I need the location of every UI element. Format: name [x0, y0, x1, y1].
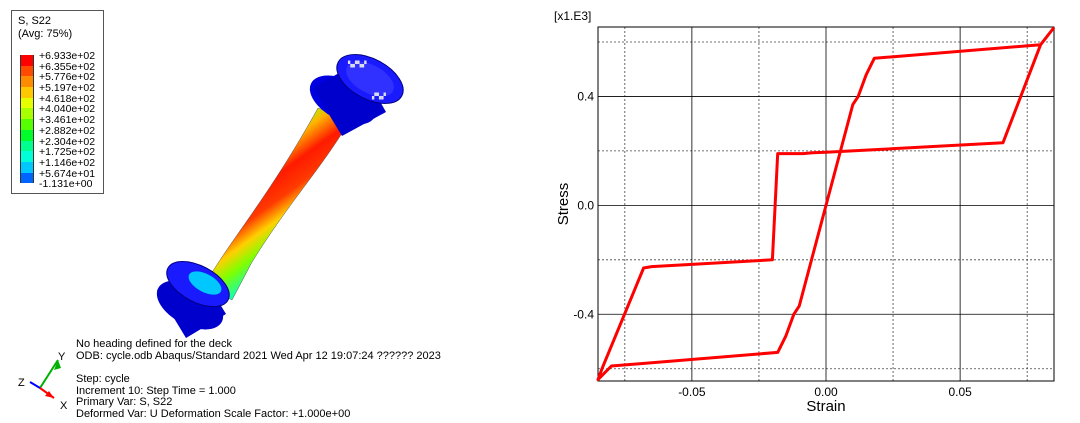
x-tick-label: -0.05	[678, 385, 706, 399]
y-axis-label: Stress	[555, 183, 572, 226]
triad-x-label: X	[60, 400, 68, 412]
y-tick-label: 0.0	[577, 198, 594, 212]
y-tick-label: -0.4	[573, 307, 594, 321]
legend-swatch	[20, 140, 34, 152]
stress-strain-panel: -0.05 0.00 0.05 -0.4 0.0 0.4 [x1.E3] Strain S…	[540, 0, 1080, 423]
contour-legend: S, S22 (Avg: 75%) +6.933e+02 +6.355e+02 +5…	[11, 10, 104, 194]
svg-text:▚▞▚▞: ▚▞▚▞	[347, 59, 367, 68]
legend-values: +6.933e+02 +6.355e+02 +5.776e+02 +5.197e+02…	[39, 51, 95, 190]
legend-swatch	[20, 87, 34, 98]
deformed-var-text: Deformed Var: U Deformation Scale Factor…	[76, 408, 351, 420]
legend-swatch	[20, 65, 34, 77]
specimen-model: ▚▞▚▞ ▞▚▞	[29, 54, 404, 399]
contour-plot-panel: ▚▞▚▞ ▞▚▞ S, S22 (Avg: 75%) +6.933e+02 +6.…	[11, 10, 441, 420]
specimen-neck	[203, 107, 351, 301]
tick-labels: -0.05 0.00 0.05 -0.4 0.0 0.4	[573, 89, 972, 399]
legend-value: +3.461e+02	[39, 114, 96, 127]
stress-strain-chart: -0.05 0.00 0.05 -0.4 0.0 0.4 [x1.E3] Strain S…	[554, 9, 1056, 415]
primary-var-text: Primary Var: S, S22	[76, 396, 173, 408]
legend-value: +5.197e+02	[39, 82, 96, 95]
legend-value: +6.933e+02	[39, 50, 96, 62]
legend-value: +5.776e+02	[39, 71, 96, 84]
x-tick-label: 0.05	[948, 385, 972, 399]
multiplier-label: [x1.E3]	[554, 9, 591, 23]
bottom-grip	[156, 260, 230, 338]
triad-z-label: Z	[18, 377, 25, 389]
grid	[598, 27, 1054, 381]
legend-value: +4.618e+02	[39, 92, 96, 105]
legend-swatch	[20, 97, 34, 109]
heading-text: No heading defined for the deck	[76, 338, 232, 350]
plot-frame	[597, 26, 1055, 382]
axis-triad	[29, 359, 61, 399]
x-axis-label: Strain	[806, 398, 845, 415]
legend-swatch	[20, 129, 34, 141]
odb-text: ODB: cycle.odb Abaqus/Standard 2021 Wed …	[76, 350, 441, 362]
y-tick-label: 0.4	[577, 89, 594, 103]
legend-swatch	[20, 55, 34, 66]
legend-value: +1.725e+02	[39, 146, 96, 159]
legend-swatch	[20, 108, 34, 120]
legend-value: +2.882e+02	[39, 124, 96, 137]
hysteresis-loop-line	[596, 26, 1056, 382]
step-text: Step: cycle	[76, 373, 130, 385]
legend-swatch	[20, 172, 34, 184]
legend-swatch	[20, 76, 34, 88]
legend-swatch	[20, 161, 34, 173]
top-grip: ▚▞▚▞ ▞▚▞	[309, 54, 404, 136]
legend-subtitle: (Avg: 75%)	[18, 28, 73, 40]
increment-text: Increment 10: Step Time = 1.000	[76, 385, 236, 397]
svg-text:▞▚▞: ▞▚▞	[371, 91, 386, 100]
triad-y-label: Y	[58, 351, 66, 363]
legend-value: +1.146e+02	[39, 156, 96, 169]
legend-value: -1.131e+00	[39, 178, 93, 191]
legend-title: S, S22	[18, 15, 52, 27]
legend-swatch	[20, 119, 34, 130]
legend-value: +6.355e+02	[39, 60, 96, 73]
legend-value: +2.304e+02	[39, 135, 96, 148]
legend-value: +4.040e+02	[39, 103, 96, 116]
series-layer	[596, 26, 1056, 382]
legend-value: +5.674e+01	[39, 167, 96, 180]
legend-swatch	[20, 151, 34, 162]
x-tick-label: 0.00	[814, 385, 838, 399]
legend-color-scale	[20, 55, 34, 184]
